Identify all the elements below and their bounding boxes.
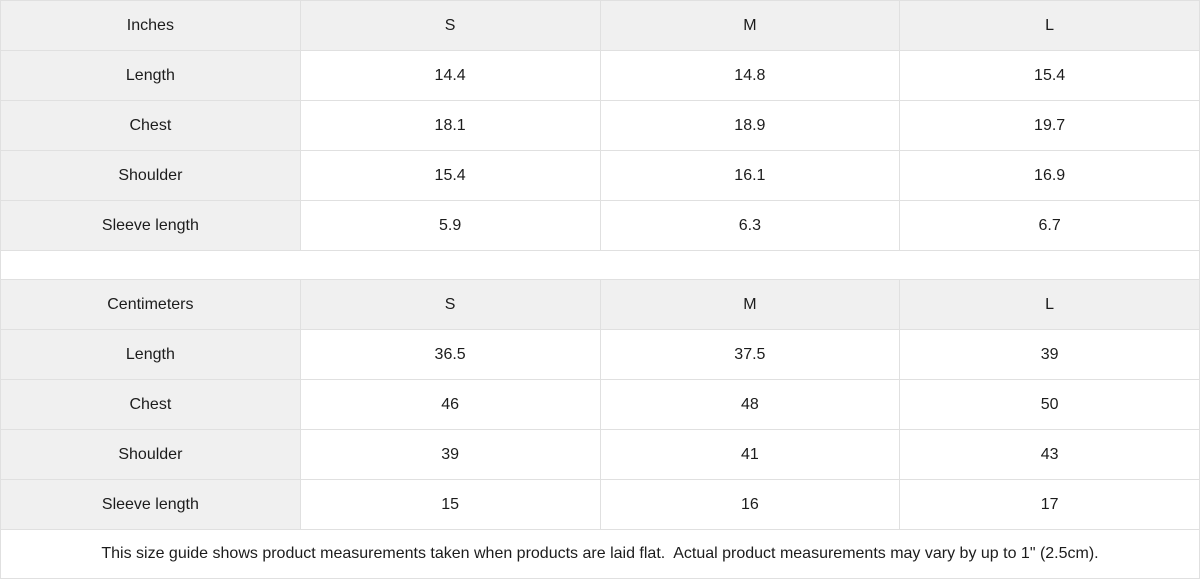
table-row: Chest 18.1 18.9 19.7 [0, 100, 1200, 151]
size-value: 39 [899, 329, 1200, 380]
table-row: Shoulder 15.4 16.1 16.9 [0, 150, 1200, 201]
size-value: 14.4 [299, 50, 601, 101]
size-value: 36.5 [299, 329, 601, 380]
size-value: 48 [599, 379, 901, 430]
row-label: Sleeve length [0, 479, 301, 530]
size-value: 6.3 [599, 200, 901, 251]
row-label: Chest [0, 379, 301, 430]
size-value: 50 [899, 379, 1200, 430]
column-header: L [899, 0, 1200, 51]
size-value: 37.5 [599, 329, 901, 380]
table-row: Sleeve length 15 16 17 [0, 479, 1200, 530]
column-header: M [599, 0, 901, 51]
size-table-inches: Inches S M L Length 14.4 14.8 15.4 Chest 18.1 18.9… [0, 0, 1200, 251]
size-value: 15.4 [899, 50, 1200, 101]
column-header: L [899, 279, 1200, 330]
size-value: 17 [899, 479, 1200, 530]
table-row: Length 36.5 37.5 39 [0, 329, 1200, 380]
size-value: 15 [299, 479, 601, 530]
size-value: 19.7 [899, 100, 1200, 151]
size-value: 46 [299, 379, 601, 430]
header-row: Centimeters S M L [0, 279, 1200, 330]
table-row: Chest 46 48 50 [0, 379, 1200, 430]
column-header: S [299, 0, 601, 51]
row-label: Chest [0, 100, 301, 151]
size-value: 16.9 [899, 150, 1200, 201]
size-value: 15.4 [299, 150, 601, 201]
size-value: 43 [899, 429, 1200, 480]
table-spacer [0, 251, 1200, 279]
table-row: Length 14.4 14.8 15.4 [0, 50, 1200, 101]
header-row: Inches S M L [0, 0, 1200, 51]
column-header: M [599, 279, 901, 330]
row-label: Shoulder [0, 150, 301, 201]
unit-header: Inches [0, 0, 301, 51]
row-label: Length [0, 329, 301, 380]
size-value: 16 [599, 479, 901, 530]
table-row: Sleeve length 5.9 6.3 6.7 [0, 200, 1200, 251]
size-table-centimeters: Centimeters S M L Length 36.5 37.5 39 Chest 46 48 5… [0, 279, 1200, 530]
size-value: 6.7 [899, 200, 1200, 251]
size-value: 18.9 [599, 100, 901, 151]
size-value: 14.8 [599, 50, 901, 101]
unit-header: Centimeters [0, 279, 301, 330]
row-label: Sleeve length [0, 200, 301, 251]
size-guide-note: This size guide shows product measuremen… [0, 530, 1200, 579]
size-value: 39 [299, 429, 601, 480]
table-row: Shoulder 39 41 43 [0, 429, 1200, 480]
column-header: S [299, 279, 601, 330]
size-value: 18.1 [299, 100, 601, 151]
row-label: Shoulder [0, 429, 301, 480]
size-value: 41 [599, 429, 901, 480]
row-label: Length [0, 50, 301, 101]
size-value: 5.9 [299, 200, 601, 251]
size-value: 16.1 [599, 150, 901, 201]
